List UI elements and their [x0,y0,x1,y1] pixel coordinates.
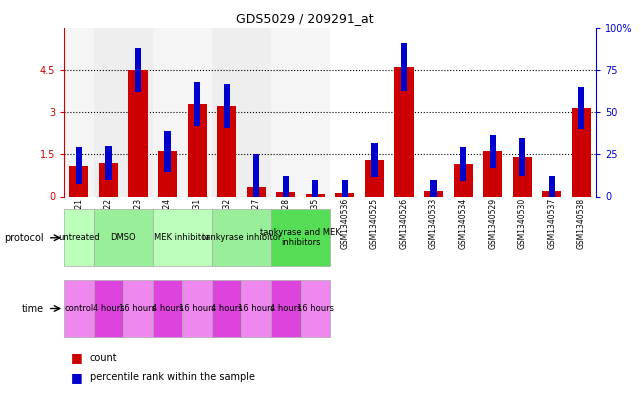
Text: 16 hours: 16 hours [119,304,156,313]
Bar [128,70,147,196]
Bar [460,147,466,181]
Bar [542,191,562,196]
Bar [165,131,171,172]
Bar [153,28,212,196]
Bar [158,151,177,196]
Text: 16 hours: 16 hours [297,304,334,313]
Bar [342,180,348,196]
Bar [247,187,266,196]
Bar [306,194,325,196]
Text: 16 hours: 16 hours [238,304,275,313]
Bar [490,134,495,168]
Text: 4 hours: 4 hours [211,304,242,313]
Bar [224,84,229,129]
Text: ■: ■ [71,371,82,384]
Bar [212,209,271,266]
Bar [549,176,555,196]
Bar [578,86,585,129]
Bar [271,28,330,196]
Bar [401,43,407,91]
Text: tankyrase and MEK
inhibitors: tankyrase and MEK inhibitors [260,228,341,248]
Text: 4 hours: 4 hours [152,304,183,313]
Bar [371,143,378,177]
Bar [276,192,296,196]
Text: DMSO: DMSO [110,233,136,242]
Text: protocol: protocol [4,233,44,243]
Bar [271,280,301,337]
Bar [153,280,182,337]
Text: ■: ■ [71,351,82,364]
Bar [123,280,153,337]
Text: MEK inhibitor: MEK inhibitor [154,233,210,242]
Text: GDS5029 / 209291_at: GDS5029 / 209291_at [236,12,373,25]
Bar [365,160,384,196]
Bar [76,147,82,184]
Bar [483,151,503,196]
Bar [312,180,319,196]
Bar [182,280,212,337]
Bar [64,280,94,337]
Text: time: time [21,303,44,314]
Bar [519,138,526,176]
Bar [194,82,200,125]
Bar [94,209,153,266]
Text: 16 hours: 16 hours [179,304,215,313]
Bar [335,193,354,196]
Bar [431,180,437,196]
Bar [271,209,330,266]
Bar [64,28,94,196]
Bar [217,107,237,196]
Bar [212,28,271,196]
Text: untreated: untreated [58,233,100,242]
Bar [212,280,242,337]
Bar [454,164,472,196]
Bar [513,157,532,196]
Bar [135,48,141,92]
Text: control: control [64,304,94,313]
Bar [94,280,123,337]
Bar [283,176,289,196]
Text: tankyrase inhibitor: tankyrase inhibitor [202,233,281,242]
Bar [253,154,260,196]
Text: 4 hours: 4 hours [92,304,124,313]
Bar [188,103,206,196]
Text: percentile rank within the sample: percentile rank within the sample [90,372,254,382]
Bar [242,280,271,337]
Bar [64,209,94,266]
Bar [94,28,153,196]
Bar [424,191,443,196]
Bar [394,67,413,196]
Bar [153,209,212,266]
Text: 4 hours: 4 hours [270,304,302,313]
Bar [572,108,591,196]
Bar [99,163,118,196]
Text: count: count [90,353,117,363]
Bar [301,280,330,337]
Bar [105,146,112,180]
Bar [69,165,88,196]
